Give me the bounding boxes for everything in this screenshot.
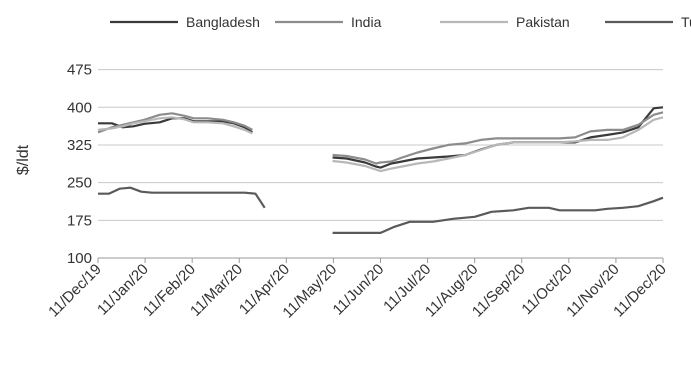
y-tick-label: 400 <box>67 99 92 116</box>
x-tick-label: 11/Mar/20 <box>187 261 246 320</box>
series-lines <box>97 106 664 234</box>
y-tick-label: 100 <box>67 250 92 267</box>
series-line-pakistan <box>97 116 664 173</box>
x-tick-label: 11/Jun/20 <box>330 261 388 319</box>
x-tick-label: 11/Dec/19 <box>45 261 105 321</box>
grid-lines <box>98 69 663 259</box>
y-tick-label: 250 <box>67 175 92 192</box>
y-axis-title: $/ldt <box>15 144 32 175</box>
y-tick-label: 175 <box>67 212 92 229</box>
legend-label: Turkey <box>681 14 691 30</box>
legend: Bangladesh India Pakistan Turkey <box>110 14 691 30</box>
y-tick-label: 475 <box>67 62 92 79</box>
legend-label: India <box>351 14 382 30</box>
series-line-turkey <box>98 186 664 234</box>
series-line-india <box>97 111 664 165</box>
y-tick-label: 325 <box>67 137 92 154</box>
legend-label: Pakistan <box>516 14 570 30</box>
legend-label: Bangladesh <box>186 14 260 30</box>
